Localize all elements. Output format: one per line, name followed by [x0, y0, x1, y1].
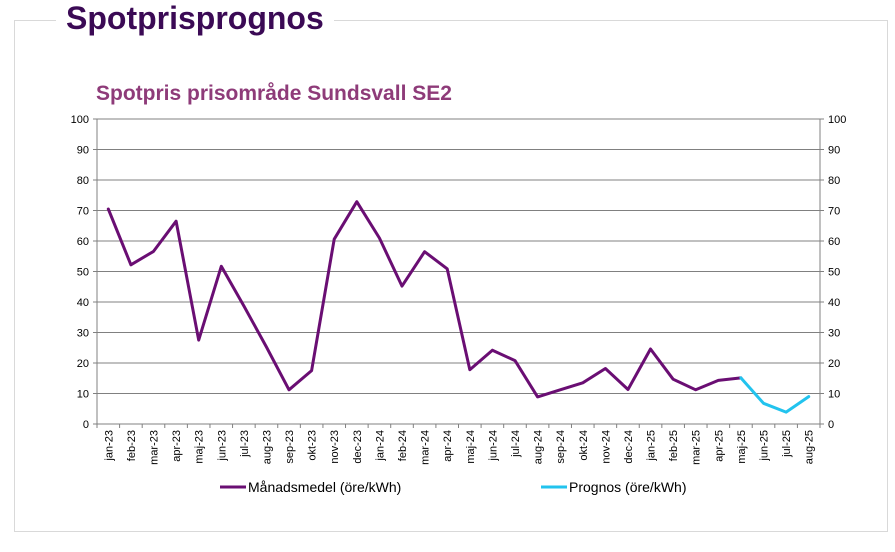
x-tick-label: sep-23	[284, 430, 296, 464]
gridlines	[97, 118, 820, 425]
chart-title: Spotpris prisområde Sundsvall SE2	[96, 82, 452, 105]
x-tick-label: feb-24	[397, 430, 409, 461]
x-tick-label: apr-23	[171, 430, 183, 462]
y-axis-left: 0 10 20 30 40 50 60 70 80 90 100	[71, 114, 97, 431]
x-tick-label: maj-25	[736, 430, 748, 464]
y2-tick-label: 100	[828, 114, 846, 126]
series-line-0	[106, 200, 743, 399]
y2-tick-label: 60	[828, 236, 840, 248]
x-tick-label: jul-24	[510, 430, 522, 458]
y-tick-label: 40	[77, 297, 89, 309]
legend-label-0: Månadsmedel (öre/kWh)	[248, 479, 401, 495]
y-tick-label: 80	[77, 175, 89, 187]
x-tick-label: dec-23	[352, 430, 364, 464]
y-tick-label: 100	[71, 114, 89, 126]
x-tick-label: jun-25	[759, 430, 771, 462]
series-line-1	[739, 376, 811, 414]
y2-tick-label: 30	[828, 328, 840, 340]
x-tick-label: okt-24	[578, 430, 590, 461]
x-axis: jan-23 feb-23 mar-23 apr-23 maj-23 jun-23 jul-…	[96, 424, 821, 465]
y-tick-label: 30	[77, 328, 89, 340]
y-tick-label: 90	[77, 145, 89, 157]
x-tick-label: jun-24	[487, 430, 499, 462]
x-tick-label: jun-23	[216, 430, 228, 462]
x-tick-label: mar-24	[420, 430, 432, 465]
y2-tick-label: 0	[828, 419, 834, 431]
x-tick-label: mar-23	[148, 430, 160, 465]
y2-tick-label: 10	[828, 389, 840, 401]
x-tick-label: nov-24	[600, 430, 612, 464]
x-tick-label: jan-25	[646, 430, 658, 462]
y-tick-label: 20	[77, 358, 89, 370]
x-tick-label: aug-23	[261, 430, 273, 464]
x-tick-label: feb-23	[126, 430, 138, 461]
y-tick-label: 50	[77, 267, 89, 279]
x-tick-label: okt-23	[307, 430, 319, 461]
legend: Månadsmedel (öre/kWh) Prognos (öre/kWh)	[220, 479, 686, 495]
legend-label-1: Prognos (öre/kWh)	[569, 479, 686, 495]
x-tick-label: jul-25	[781, 430, 793, 458]
x-tick-label: nov-23	[329, 430, 341, 464]
x-tick-label: jan-23	[103, 430, 115, 462]
y2-tick-label: 20	[828, 358, 840, 370]
chart-frame	[14, 20, 888, 532]
y2-tick-label: 40	[828, 297, 840, 309]
y-tick-label: 60	[77, 236, 89, 248]
x-tick-label: feb-25	[668, 430, 680, 461]
x-tick-label: apr-25	[713, 430, 725, 462]
y-tick-label: 10	[77, 389, 89, 401]
x-tick-label: maj-23	[194, 430, 206, 464]
y2-tick-label: 80	[828, 175, 840, 187]
x-tick-label: jan-24	[374, 430, 386, 462]
x-tick-label: apr-24	[442, 430, 454, 462]
series-lines	[106, 200, 811, 414]
x-tick-label: maj-24	[465, 430, 477, 464]
y-tick-label: 0	[83, 419, 89, 431]
page-title: Spotprisprognos	[56, 0, 334, 36]
x-tick-label: aug-24	[533, 430, 545, 464]
x-tick-label: sep-24	[555, 430, 567, 464]
y-tick-label: 70	[77, 206, 89, 218]
y2-tick-label: 70	[828, 206, 840, 218]
x-tick-label: dec-24	[623, 430, 635, 464]
x-tick-label: jul-23	[239, 430, 251, 458]
x-tick-label: mar-25	[691, 430, 703, 465]
y-axis-right: 0 10 20 30 40 50 60 70 80 90 100	[820, 114, 846, 431]
x-tick-label: aug-25	[804, 430, 816, 464]
y2-tick-label: 50	[828, 267, 840, 279]
y2-tick-label: 90	[828, 145, 840, 157]
